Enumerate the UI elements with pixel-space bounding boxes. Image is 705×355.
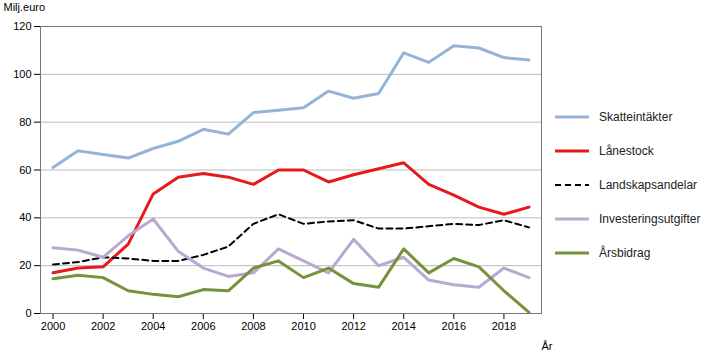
html-text:Skatteintäkter: Skatteintäkter <box>599 110 673 124</box>
svg-text:2006: 2006 <box>191 320 215 332</box>
svg-text:2012: 2012 <box>341 320 365 332</box>
svg-text:40: 40 <box>19 211 31 223</box>
html-text:Landskapsandelar: Landskapsandelar <box>599 178 698 192</box>
html-text:Lånestock: Lånestock <box>599 144 654 158</box>
html-text:Årsbidrag: Årsbidrag <box>599 246 651 260</box>
svg-text:2018: 2018 <box>492 320 516 332</box>
svg-text:20: 20 <box>19 259 31 271</box>
svg-text:2016: 2016 <box>442 320 466 332</box>
svg-text:2002: 2002 <box>91 320 115 332</box>
html-text:Investeringsutgifter: Investeringsutgifter <box>599 212 701 226</box>
svg-text:2000: 2000 <box>41 320 65 332</box>
svg-text:År: År <box>542 340 553 352</box>
svg-text:2010: 2010 <box>291 320 315 332</box>
svg-text:120: 120 <box>13 20 31 32</box>
svg-text:0: 0 <box>25 307 31 319</box>
svg-text:2008: 2008 <box>241 320 265 332</box>
svg-text:60: 60 <box>19 164 31 176</box>
svg-text:2014: 2014 <box>391 320 415 332</box>
svg-text:80: 80 <box>19 116 31 128</box>
svg-text:Milj.euro: Milj.euro <box>4 1 46 13</box>
svg-text:100: 100 <box>13 68 31 80</box>
svg-text:2004: 2004 <box>141 320 165 332</box>
